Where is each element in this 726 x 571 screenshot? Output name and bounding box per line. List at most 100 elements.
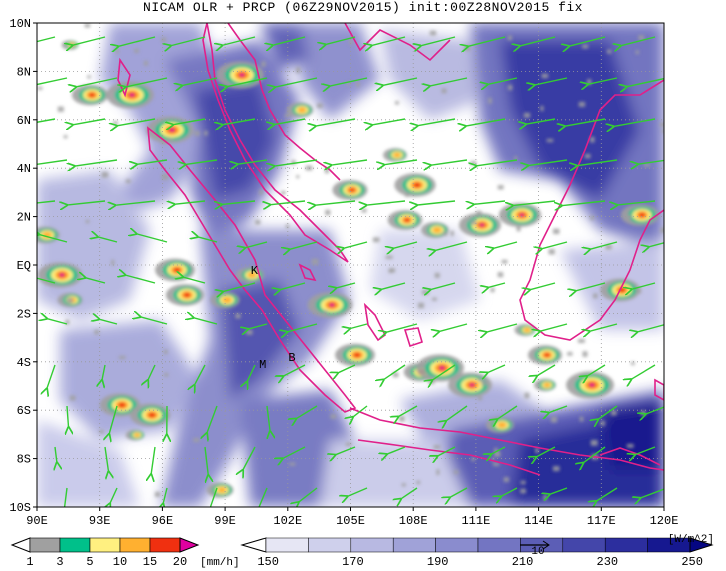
wind-vector [55,446,57,463]
wind-vector [536,364,556,376]
bali-region [599,447,661,466]
wind-vector [67,405,69,428]
wind-vector [564,118,606,126]
wind-vector [109,405,118,435]
wind-vector [596,487,618,502]
wind-vector [222,36,256,46]
wind-vector [631,364,656,380]
prcp-tick: 15 [143,555,157,569]
wind-vector [72,118,106,125]
wind-vector [182,277,206,284]
prcp-swatch [59,537,91,553]
wind-vector [534,77,568,85]
wind-vector [631,282,656,289]
lat-label: 4N [17,162,31,176]
lon-label: 108E [399,514,428,528]
wind-vector [226,77,268,87]
wind-vector [104,446,109,472]
lat-label: 8N [17,65,31,79]
wind-vector [170,36,206,46]
prcp-swatch [149,537,181,553]
wind-vector [473,201,506,204]
wind-vector [37,36,56,43]
lon-label: 96E [152,514,174,528]
wind-vector [74,159,118,166]
wind-vector [491,446,506,455]
lat-label: 6N [17,114,31,128]
wind-vector [576,159,618,166]
wind-vector [380,282,406,290]
wind-vector [222,118,256,125]
wind-vector [465,118,506,126]
olr-tick: 190 [427,555,449,569]
lon-label: 102E [273,514,302,528]
wind-vector [116,118,156,126]
wind-vector [244,241,268,248]
wind-vector [587,364,606,376]
wind-vector [136,159,168,164]
lon-label: 120E [650,514,679,528]
wind-vector [296,405,318,419]
wind-vector [620,36,656,46]
lon-label: 93E [89,514,111,528]
location-markers: K M B [251,264,296,372]
wind-vector [541,241,568,249]
wind-vector [487,364,506,373]
wind-vector [283,364,306,377]
wind-vector [140,317,168,325]
wind-vector [366,200,406,205]
lat-label: 2N [17,211,31,225]
malay-peninsula-coast [202,23,349,263]
wind-vector [110,487,118,504]
wind-vector [331,159,368,165]
wind-vector [181,77,218,86]
wind-vector [583,446,606,463]
wind-vector [85,278,106,284]
wind-vector [243,446,256,470]
wind-vector [347,487,368,497]
wind-vector [512,200,556,206]
wind-vector [163,487,168,504]
wind-vector [336,282,356,288]
wind-vector [207,405,218,434]
wind-vector [434,241,468,251]
olr-tick: 150 [257,555,279,569]
wind-vector [282,446,306,459]
wind-vector [587,77,618,84]
wind-vector [270,200,306,205]
wind-vector [325,36,356,45]
olr-tick: 230 [597,555,619,569]
wind-vector [237,159,268,164]
wind-vector [398,405,418,417]
lat-label: 6S [17,404,31,418]
wind-vector [37,77,68,86]
olr-swatch-low [240,537,267,553]
prcp-swatch [29,537,61,553]
prcp-tick: 5 [86,555,93,569]
wind-vector [209,487,218,507]
wind-vector [37,278,56,284]
riau-islands [298,263,317,282]
wind-vector [272,36,306,45]
marker-K: K [251,264,259,278]
andaman-islands [117,57,131,98]
wind-vector [383,159,418,165]
prcp-unit: [mm/h] [200,557,240,569]
latitude-labels: 10N 8N 6N 4N 2N EQ 2S 4S 6S 8S 10S [9,17,37,515]
wind-vector [125,275,156,284]
wind-vector [352,405,368,417]
wind-vector [493,241,518,249]
wind-vector [205,446,208,476]
wind-vector [637,159,664,164]
wind-vector [97,237,118,243]
wind-vector [449,487,468,498]
wind-vector [222,282,256,292]
wind-vector [329,77,368,86]
lat-label: 10S [9,501,31,515]
reference-vector-label: 10 [531,546,544,558]
wind-vector [561,200,606,206]
wind-vector [386,323,418,332]
wind-vector [148,364,156,381]
wind-vector [279,282,306,290]
